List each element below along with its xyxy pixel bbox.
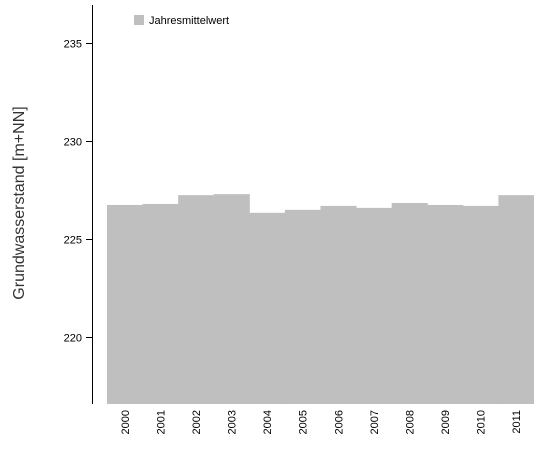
x-tick-label-2007: 2007 — [369, 410, 381, 434]
x-ticks-group: 2000 2001 2002 2003 2004 2005 2006 2007 2008 2009… — [120, 410, 523, 434]
y-tick-label-235: 235 — [64, 39, 82, 51]
y-ticks-group: 220 225 230 235 — [64, 39, 92, 345]
x-tick-label-2004: 2004 — [262, 410, 274, 434]
y-tick-label-230: 230 — [64, 137, 82, 149]
bar-2001 — [142, 203, 179, 404]
x-tick-label-2000: 2000 — [120, 410, 132, 434]
bar-2004 — [249, 212, 286, 404]
x-tick-label-2003: 2003 — [227, 410, 239, 434]
x-tick-label-2002: 2002 — [191, 410, 203, 434]
bar-2008 — [391, 202, 428, 404]
legend: Jahresmittelwert — [134, 15, 229, 27]
bar-2007 — [356, 207, 393, 404]
y-tick-label-220: 220 — [64, 333, 82, 345]
x-tick-label-2001: 2001 — [155, 410, 167, 434]
legend-label: Jahresmittelwert — [149, 15, 229, 27]
legend-swatch — [134, 15, 144, 25]
bar-2011 — [498, 195, 534, 404]
bars-group — [107, 194, 534, 404]
x-tick-label-2008: 2008 — [404, 410, 416, 434]
x-tick-label-2010: 2010 — [476, 410, 488, 434]
x-tick-label-2009: 2009 — [440, 410, 452, 434]
x-tick-label-2011: 2011 — [511, 410, 523, 434]
bar-2009 — [427, 204, 464, 404]
y-axis-title: Grundwasserstand [m+NN] — [11, 106, 28, 299]
x-tick-label-2006: 2006 — [333, 410, 345, 434]
bar-2005 — [284, 209, 321, 404]
bar-2002 — [178, 195, 215, 404]
bar-2003 — [213, 194, 250, 404]
y-tick-label-225: 225 — [64, 235, 82, 247]
x-tick-label-2005: 2005 — [298, 410, 310, 434]
bar-2006 — [320, 205, 357, 404]
bar-2010 — [462, 205, 499, 404]
bar-2000 — [107, 204, 144, 404]
